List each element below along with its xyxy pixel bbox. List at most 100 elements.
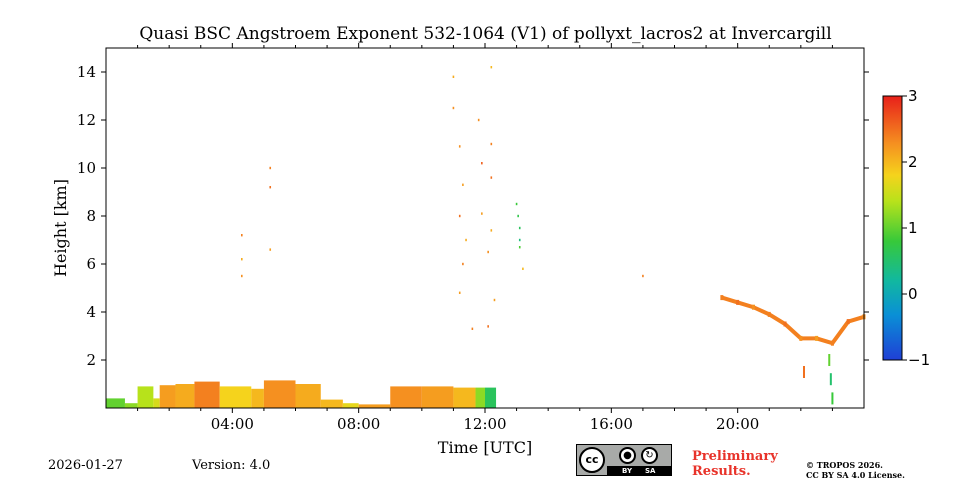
aerosol-pixel [241, 274, 243, 278]
aerosol-pixel [642, 274, 644, 278]
boundary-layer-block [263, 380, 296, 408]
x-tick-label: 20:00 [716, 415, 759, 433]
boundary-layer-block [159, 385, 176, 408]
x-tick-label: 12:00 [463, 415, 506, 433]
aerosol-pixel [462, 262, 464, 266]
y-tick-label: 2 [86, 351, 96, 369]
evening-spot-pixel [831, 392, 834, 405]
boundary-layer-block [124, 403, 138, 408]
evening-layer-pixel [767, 311, 771, 317]
aerosol-pixel [462, 183, 464, 186]
evening-layer-pixel [751, 304, 755, 310]
aerosol-pixel [241, 234, 243, 237]
aerosol-pixel [481, 212, 483, 215]
boundary-layer-block [251, 388, 264, 408]
aerosol-pixel [490, 66, 493, 69]
boundary-layer-block [153, 398, 160, 408]
boundary-layer-block [194, 381, 220, 408]
attribution-icon: ● [619, 447, 636, 464]
aerosol-pixel [269, 248, 272, 251]
aerosol-pixel [487, 250, 489, 254]
evening-layer-pixel [815, 335, 819, 341]
copyright-line-1: © TROPOS 2026. [806, 460, 883, 470]
aerosol-pixel [477, 118, 480, 122]
boundary-layer-block [137, 386, 154, 408]
boundary-layer-block [295, 384, 321, 408]
aerosol-pixel [481, 162, 483, 165]
evening-spot-pixel [828, 354, 831, 366]
data-layer [106, 66, 866, 408]
evening-spot-pixel [829, 373, 832, 386]
boundary-layer-block [320, 399, 343, 408]
evening-layer-line [721, 295, 865, 346]
date-label: 2026-01-27 [48, 458, 123, 473]
y-tick-label: 8 [86, 207, 96, 225]
evening-layer-pixel [736, 299, 740, 305]
boundary-layer-block [342, 403, 359, 408]
copyright-notice: © TROPOS 2026. CC BY SA 4.0 License. [806, 460, 905, 480]
evening-spot-pixel [802, 366, 805, 378]
aerosol-pixel [458, 145, 461, 148]
x-tick-label: 16:00 [590, 415, 633, 433]
evening-layer-pixel [720, 295, 724, 301]
y-tick-label: 4 [86, 303, 96, 321]
y-axis-label: Height [km] [51, 179, 70, 277]
colorbar [882, 95, 903, 361]
boundary-layer-block [475, 387, 485, 408]
x-axis-label: Time [UTC] [438, 438, 532, 457]
evening-layer-pixel [830, 340, 834, 346]
cc-icon: cc [579, 447, 605, 473]
boundary-layer-block [390, 386, 422, 408]
colorbar-ticks: 3 2 1 0 −1 [902, 87, 930, 369]
aerosol-pixel [518, 226, 521, 230]
aerosol-pixel [487, 325, 489, 328]
aerosol-pixel [518, 238, 521, 242]
evening-layer-pixel [783, 321, 787, 327]
prelim-line-2: Results. [692, 464, 751, 479]
sa-label: SA [645, 467, 656, 475]
aerosol-pixel [452, 75, 455, 78]
aerosol-pixel [241, 258, 243, 261]
aerosol-pixel [458, 214, 461, 218]
version-label: Version: 4.0 [192, 458, 271, 473]
aerosol-pixel [515, 202, 518, 206]
aerosol-pixel [490, 176, 493, 179]
aerosol-pixel [452, 106, 455, 110]
aerosol-pixel [518, 246, 521, 249]
boundary-layer-block [358, 404, 391, 408]
by-label: BY [622, 467, 633, 475]
boundary-layer-block [421, 386, 454, 408]
colorbar-tick-label: 2 [908, 153, 918, 171]
copyright-line-2: CC BY SA 4.0 License. [806, 470, 905, 480]
y-tick-label: 12 [77, 111, 96, 129]
colorbar-tick-label: 0 [908, 285, 918, 303]
aerosol-pixel [471, 327, 474, 330]
prelim-line-1: Preliminary [692, 449, 778, 464]
boundary-layer-block [453, 387, 476, 408]
boundary-layer-block [106, 398, 125, 408]
y-tick-label: 14 [77, 63, 96, 81]
chart-title: Quasi BSC Angstroem Exponent 532-1064 (V… [139, 24, 832, 44]
cc-license-badge: cc ● ↻ BY SA [576, 444, 672, 476]
aerosol-pixel [269, 186, 272, 189]
share-alike-icon: ↻ [641, 447, 658, 464]
aerosol-pixel [458, 291, 461, 294]
colorbar-tick-label: −1 [908, 351, 930, 369]
y-tick-label: 10 [77, 159, 96, 177]
aerosol-pixel [517, 214, 519, 218]
aerosol-pixel [493, 298, 496, 302]
aerosol-pixel [465, 238, 467, 242]
preliminary-results: Preliminary Results. [692, 449, 778, 479]
aerosol-pixel [490, 142, 493, 146]
badge-strip [607, 466, 671, 476]
x-tick-label: 04:00 [211, 415, 254, 433]
boundary-layer-block [219, 386, 252, 408]
evening-layer-pixel [799, 335, 803, 341]
evening-layer-pixel [846, 319, 850, 325]
axes-layer: 04:00 08:00 12:00 16:00 20:00 2 4 6 8 10 12 14 [77, 43, 869, 433]
colorbar-tick-label: 1 [908, 219, 918, 237]
boundary-layer-block [485, 387, 497, 408]
y-tick-label: 6 [86, 255, 96, 273]
aerosol-pixel [522, 267, 524, 270]
